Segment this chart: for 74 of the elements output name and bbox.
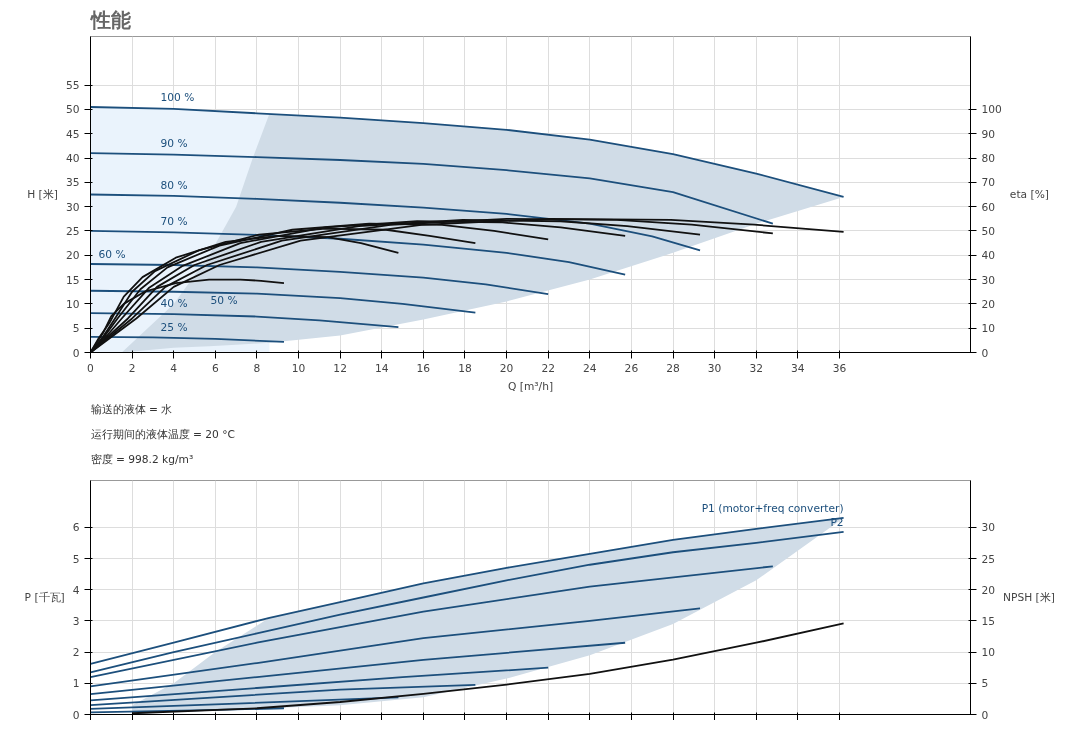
y-tick-label: 3 [72, 614, 80, 628]
y-tick-label: 30 [65, 200, 80, 214]
y2-tick-label: 70 [981, 176, 996, 190]
y-tick-label: 5 [72, 552, 80, 566]
x-tick-label: 36 [832, 361, 847, 375]
y-tick-label: 50 [65, 103, 80, 117]
y2-tick-label: 90 [981, 127, 996, 141]
series-label: 70 % [160, 214, 188, 228]
y2-tick-label: 80 [981, 152, 996, 166]
y-tick-label: 0 [72, 346, 80, 360]
y-tick-label: 0 [72, 708, 80, 722]
series-label: 80 % [160, 178, 188, 192]
y-axis-title: H [米] [27, 188, 58, 201]
x-tick-label: 18 [458, 361, 472, 375]
y2-tick-label: 60 [981, 200, 996, 214]
x-tick-label: 0 [87, 361, 95, 375]
x-tick-label: 12 [333, 361, 347, 375]
x-tick-label: 24 [583, 361, 597, 375]
y2-tick-label: 40 [981, 249, 996, 263]
series-label: 60 % [98, 248, 126, 262]
x-tick-label: 28 [666, 361, 681, 375]
y-tick-label: 25 [65, 224, 80, 238]
y-tick-label: 2 [72, 646, 80, 660]
y2-tick-label: 15 [981, 614, 996, 628]
x-tick-label: 30 [707, 361, 722, 375]
y2-tick-label: 20 [981, 297, 996, 311]
y-tick-label: 5 [72, 322, 80, 336]
x-tick-label: 20 [499, 361, 514, 375]
series-label: 100 % [160, 90, 195, 104]
y-tick-label: 55 [65, 79, 80, 93]
chart-title: 性能 [88, 7, 131, 32]
x-tick-label: 26 [624, 361, 639, 375]
x-tick-label: 16 [416, 361, 431, 375]
y2-tick-label: 0 [981, 346, 989, 360]
series-label: 50 % [210, 293, 238, 307]
y2-tick-label: 50 [981, 224, 996, 238]
x-tick-label: 2 [128, 361, 136, 375]
y-tick-label: 45 [65, 127, 80, 141]
y-tick-label: 40 [65, 152, 80, 166]
x-tick-label: 8 [253, 361, 261, 375]
y-tick-label: 10 [65, 297, 80, 311]
x-tick-label: 22 [541, 361, 555, 375]
text: 输送的液体 = 水 [90, 402, 173, 416]
x-tick-label: 4 [170, 361, 178, 375]
y2-tick-label: 10 [981, 646, 996, 660]
series-label: 25 % [160, 320, 188, 334]
y2-tick-label: 30 [981, 521, 996, 535]
y2-tick-label: 5 [981, 677, 989, 691]
y-tick-label: 1 [72, 677, 80, 691]
y2-tick-label: 30 [981, 273, 996, 287]
x-axis-title: Q [m³/h] [507, 379, 554, 393]
x-tick-label: 10 [291, 361, 306, 375]
y2-tick-label: 25 [981, 552, 996, 566]
y2-tick-label: 10 [981, 322, 996, 336]
y2-axis-title: NPSH [米] [1003, 591, 1055, 604]
y2-tick-label: 20 [981, 583, 996, 597]
y-axis-title: P [千瓦] [24, 591, 65, 604]
y-tick-label: 35 [65, 176, 80, 190]
series-label: P1 (motor+freq converter) [701, 501, 844, 515]
series-label: 90 % [160, 137, 188, 151]
y2-axis-title: eta [%] [1009, 188, 1049, 201]
y-tick-label: 20 [65, 249, 80, 263]
y2-tick-label: 100 [981, 103, 1003, 117]
y2-tick-label: 0 [981, 708, 989, 722]
y-tick-label: 6 [72, 521, 80, 535]
x-tick-label: 34 [791, 361, 805, 375]
series-label: 40 % [160, 297, 188, 311]
y-tick-label: 15 [65, 273, 80, 287]
x-tick-label: 32 [749, 361, 763, 375]
x-tick-label: 6 [211, 361, 219, 375]
text: 运行期间的液体温度 = 20 °C [90, 427, 235, 441]
text: 密度 = 998.2 kg/m³ [90, 452, 194, 466]
x-tick-label: 14 [374, 361, 389, 375]
y-tick-label: 4 [72, 583, 80, 597]
